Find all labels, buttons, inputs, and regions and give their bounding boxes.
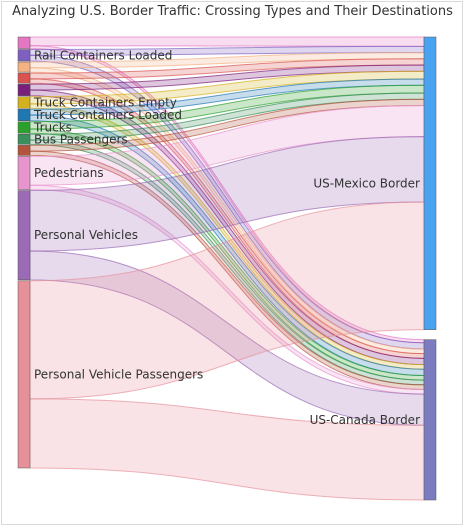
target-node-label: US-Mexico Border [313,176,420,190]
source-node[interactable] [17,156,31,190]
source-node[interactable] [17,49,31,62]
target-node-label: US-Canada Border [310,413,421,427]
source-node[interactable] [17,190,31,281]
source-node[interactable] [17,72,31,84]
source-node[interactable] [17,134,31,145]
source-node-label: Bus Passengers [34,132,128,146]
source-node-label: Truck Containers Loaded [33,108,182,122]
source-node[interactable] [17,145,31,156]
sankey-nodes [17,36,437,501]
sankey-link[interactable] [29,36,425,47]
source-node[interactable] [17,61,31,73]
sankey-links [29,36,425,501]
source-node-label: Personal Vehicles [34,228,138,242]
source-node[interactable] [17,96,31,109]
source-node-label: Rail Containers Loaded [34,48,172,62]
source-node[interactable] [17,36,31,49]
source-node[interactable] [17,121,31,134]
source-node-label: Trucks [33,121,72,135]
source-node[interactable] [17,83,31,96]
chart-title: Analyzing U.S. Border Traffic: Crossing … [12,4,453,19]
sankey-labels: Rail Containers Loaded Truck Containers E… [33,48,420,427]
source-node[interactable] [17,108,31,122]
source-node-label: Truck Containers Empty [33,95,177,109]
source-node[interactable] [17,280,31,469]
target-node[interactable] [423,339,437,501]
source-node-label: Personal Vehicle Passengers [34,367,203,381]
source-node-label: Pedestrians [34,166,104,180]
target-node[interactable] [423,36,437,330]
